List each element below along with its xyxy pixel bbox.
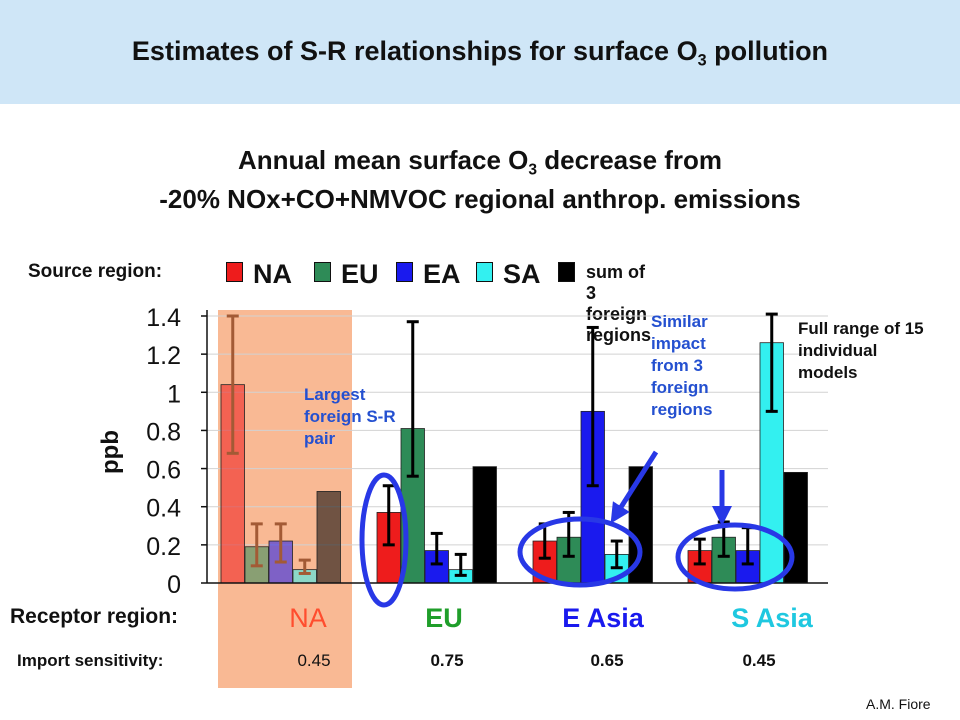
sensitivity-value-sasia: 0.45 xyxy=(742,651,776,670)
receptor-label-na: NA xyxy=(289,603,327,633)
highlight-ellipse-easia xyxy=(517,516,643,588)
legend-swatch-ea xyxy=(396,262,413,282)
chart-title-line1: Annual mean surface O3 decrease from xyxy=(237,145,723,179)
sensitivity-value-easia: 0.65 xyxy=(590,651,624,670)
y-tick-label: 0.8 xyxy=(146,418,181,446)
sensitivity-value-eu: 0.75 xyxy=(430,651,464,670)
legend-swatch-sum xyxy=(558,262,575,282)
credit-label: A.M. Fiore xyxy=(866,696,931,712)
legend-label-ea: EA xyxy=(423,259,461,289)
y-tick-label: 0.4 xyxy=(146,495,181,523)
source-region-label: Source region: xyxy=(28,261,163,282)
annotation-range: Full range of 15 individual models xyxy=(798,319,924,382)
chart-title-line2: -20% NOx+CO+NMVOC regional anthrop. emis… xyxy=(159,184,801,214)
bar-sum-of-3-foreign-regions xyxy=(472,466,497,584)
y-axis-label: ppb xyxy=(97,430,124,474)
annotation-similar: Similar impact from 3 foreign regions xyxy=(651,312,713,419)
page-title: Estimates of S-R relationships for surfa… xyxy=(131,36,829,70)
legend-label-sum: sum of 3 foreign regions xyxy=(586,262,652,345)
y-tick-label: 0.2 xyxy=(146,533,181,561)
legend-label-sa: SA xyxy=(503,259,541,289)
receptor-label-eu: EU xyxy=(425,603,463,633)
legend-swatch-eu xyxy=(314,262,331,282)
sensitivity-value-na: 0.45 xyxy=(297,651,331,670)
y-tick-label: 1.4 xyxy=(146,304,181,332)
import-sensitivity-label: Import sensitivity: xyxy=(17,651,164,670)
annotation-largest: Largest foreign S-R pair xyxy=(304,385,396,448)
y-tick-label: 1 xyxy=(167,380,181,408)
legend-label-na: NA xyxy=(253,259,292,289)
receptor-label-easia: E Asia xyxy=(562,603,644,633)
receptor-label-sasia: S Asia xyxy=(731,603,813,633)
title-banner: Estimates of S-R relationships for surfa… xyxy=(0,0,960,104)
y-tick-label: 0.6 xyxy=(146,457,181,485)
bar-sum-of-3-foreign-regions xyxy=(316,491,341,584)
legend-swatch-sa xyxy=(476,262,493,282)
legend-swatch-na xyxy=(226,262,243,282)
arrow-to-easia xyxy=(610,450,659,524)
y-tick-label: 0 xyxy=(167,571,181,599)
receptor-region-label: Receptor region: xyxy=(10,605,179,628)
y-tick-label: 1.2 xyxy=(146,342,181,370)
highlight-ellipse-sasia xyxy=(675,522,795,592)
legend-label-eu: EU xyxy=(341,259,379,289)
highlight-ellipse-eu xyxy=(359,472,409,608)
